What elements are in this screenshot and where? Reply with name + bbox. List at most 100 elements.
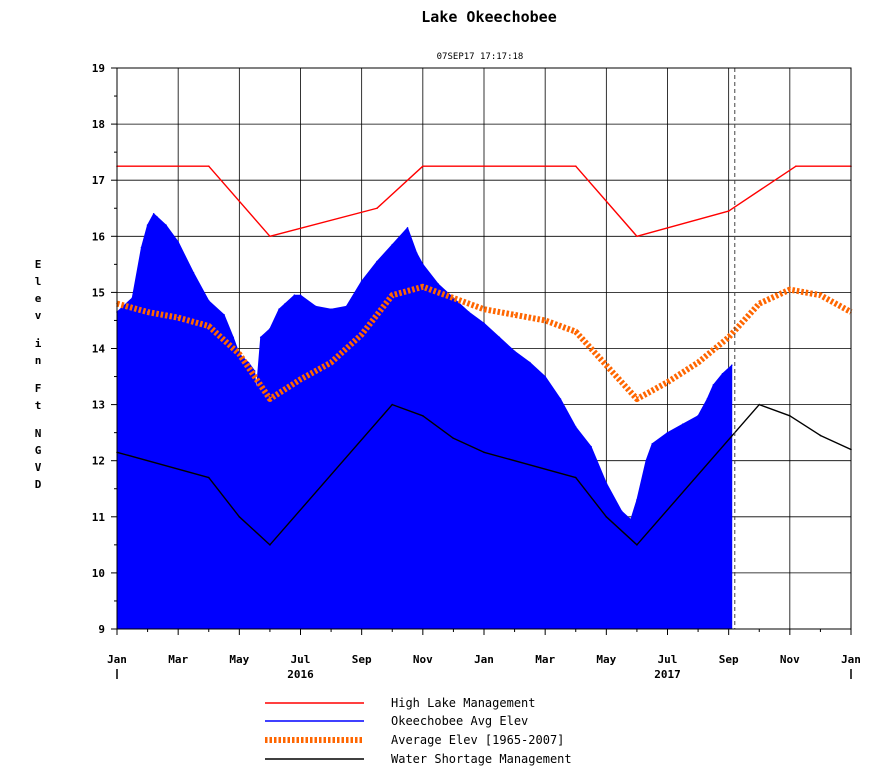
data-point-okeechobee-avg-elev	[293, 294, 296, 297]
data-point-average-elev-1965-2007	[697, 361, 699, 364]
x-year-label: 2016	[287, 668, 314, 681]
data-point-okeechobee-avg-elev	[223, 314, 225, 316]
y-axis-label-letter: n	[35, 354, 42, 367]
y-axis-label-letter: v	[35, 309, 42, 322]
data-point-average-elev-1965-2007	[574, 330, 577, 333]
x-axis: Jan Mar May Jul Sep Nov Jan Mar May Jul Sep Nov Jan 2…	[107, 629, 861, 681]
y-tick-label: 10	[92, 567, 105, 580]
chart-title: Lake Okeechobee	[421, 8, 556, 26]
data-point-okeechobee-avg-elev	[467, 311, 470, 313]
data-point-high-lake-management	[795, 165, 797, 167]
data-point-average-elev-1965-2007	[360, 333, 363, 336]
data-point-okeechobee-avg-elev	[559, 398, 562, 400]
y-axis-label-letter: D	[35, 478, 42, 491]
x-tick-label: Sep	[719, 653, 739, 666]
data-point-okeechobee-avg-elev	[605, 482, 608, 484]
data-point-okeechobee-avg-elev	[636, 499, 638, 501]
y-axis-label-letter: l	[35, 275, 42, 288]
data-point-high-lake-management	[574, 165, 577, 167]
y-axis-label-letter: i	[35, 337, 42, 350]
data-point-okeechobee-avg-elev	[483, 322, 485, 325]
data-point-okeechobee-avg-elev	[259, 336, 262, 339]
data-point-okeechobee-avg-elev	[697, 415, 699, 417]
data-point-okeechobee-avg-elev	[498, 336, 501, 339]
data-point-water-shortage-management	[758, 403, 761, 406]
legend-label: Okeechobee Avg Elev	[391, 714, 528, 728]
y-tick-label: 12	[92, 455, 105, 468]
data-point-water-shortage-management	[207, 476, 210, 479]
y-tick-label: 9	[98, 623, 105, 636]
data-point-water-shortage-management	[605, 516, 608, 518]
data-point-average-elev-1965-2007	[666, 381, 669, 383]
x-tick-label: Jan	[474, 653, 494, 666]
y-axis-label-letter: F	[35, 382, 42, 395]
data-point-average-elev-1965-2007	[269, 398, 271, 400]
data-point-okeechobee-avg-elev	[177, 241, 179, 243]
data-point-water-shortage-management	[269, 544, 271, 546]
legend-label: Average Elev [1965-2007]	[391, 733, 564, 747]
data-point-okeechobee-avg-elev	[255, 392, 257, 395]
data-point-water-shortage-management	[483, 451, 485, 454]
x-tick-label: Jul	[658, 653, 678, 666]
data-point-average-elev-1965-2007	[299, 378, 302, 381]
data-point-okeechobee-avg-elev	[651, 443, 654, 445]
data-point-okeechobee-avg-elev	[232, 336, 235, 339]
data-point-average-elev-1965-2007	[391, 294, 394, 297]
x-tick-label: May	[596, 653, 616, 666]
data-point-okeechobee-avg-elev	[513, 350, 516, 353]
data-point-average-elev-1965-2007	[483, 308, 485, 311]
data-point-okeechobee-avg-elev	[706, 398, 709, 400]
data-point-okeechobee-avg-elev	[620, 510, 623, 512]
data-point-okeechobee-avg-elev	[422, 263, 424, 266]
data-point-okeechobee-avg-elev	[360, 280, 363, 282]
data-point-average-elev-1965-2007	[513, 314, 516, 316]
data-point-okeechobee-avg-elev	[415, 252, 418, 254]
y-tick-label: 19	[92, 62, 105, 75]
data-point-okeechobee-avg-elev	[406, 227, 409, 229]
data-point-average-elev-1965-2007	[177, 316, 179, 319]
y-tick-label: 11	[92, 511, 106, 524]
data-point-high-lake-management	[376, 207, 378, 210]
data-point-okeechobee-avg-elev	[140, 246, 143, 249]
data-point-okeechobee-avg-elev	[165, 224, 167, 226]
legend-label: Water Shortage Management	[391, 752, 572, 766]
data-point-okeechobee-avg-elev	[278, 308, 280, 311]
data-point-okeechobee-avg-elev	[681, 423, 684, 426]
data-point-okeechobee-avg-elev	[730, 364, 733, 367]
data-point-average-elev-1965-2007	[422, 285, 424, 288]
data-point-water-shortage-management	[574, 476, 577, 479]
data-point-water-shortage-management	[391, 403, 394, 406]
y-axis-label-letter: E	[35, 258, 42, 271]
data-point-okeechobee-avg-elev	[299, 294, 302, 297]
y-axis: 9 10 11 12 13 14 15 16 17 18 19	[92, 62, 117, 636]
data-point-okeechobee-avg-elev	[207, 300, 210, 302]
x-tick-label: Jan	[107, 653, 127, 666]
data-point-okeechobee-avg-elev	[529, 361, 531, 364]
data-point-average-elev-1965-2007	[605, 364, 608, 367]
data-point-high-lake-management	[269, 235, 271, 238]
y-tick-label: 15	[92, 286, 105, 299]
series-group	[116, 165, 853, 630]
y-axis-label-letter: t	[35, 399, 42, 412]
data-point-okeechobee-avg-elev	[376, 260, 378, 263]
data-point-average-elev-1965-2007	[452, 297, 455, 299]
y-axis-label-letter: e	[35, 292, 42, 305]
x-tick-label: Sep	[352, 653, 372, 666]
chart-timestamp: 07SEP17 17:17:18	[437, 52, 524, 62]
y-axis-label-letter: N	[35, 427, 42, 440]
series-okeechobee-avg-elev	[116, 213, 733, 630]
x-tick-label: Mar	[535, 653, 555, 666]
y-tick-label: 18	[92, 118, 105, 131]
data-point-okeechobee-avg-elev	[146, 224, 149, 226]
data-point-okeechobee-avg-elev	[314, 305, 317, 308]
data-point-average-elev-1965-2007	[207, 325, 210, 327]
y-axis-label-letter: G	[35, 444, 42, 457]
data-point-water-shortage-management	[789, 415, 791, 417]
data-point-okeechobee-avg-elev	[155, 215, 158, 218]
data-point-okeechobee-avg-elev	[544, 375, 546, 378]
data-point-water-shortage-management	[452, 437, 455, 440]
x-tick-label: Nov	[780, 653, 800, 666]
data-point-okeechobee-avg-elev	[131, 297, 134, 299]
